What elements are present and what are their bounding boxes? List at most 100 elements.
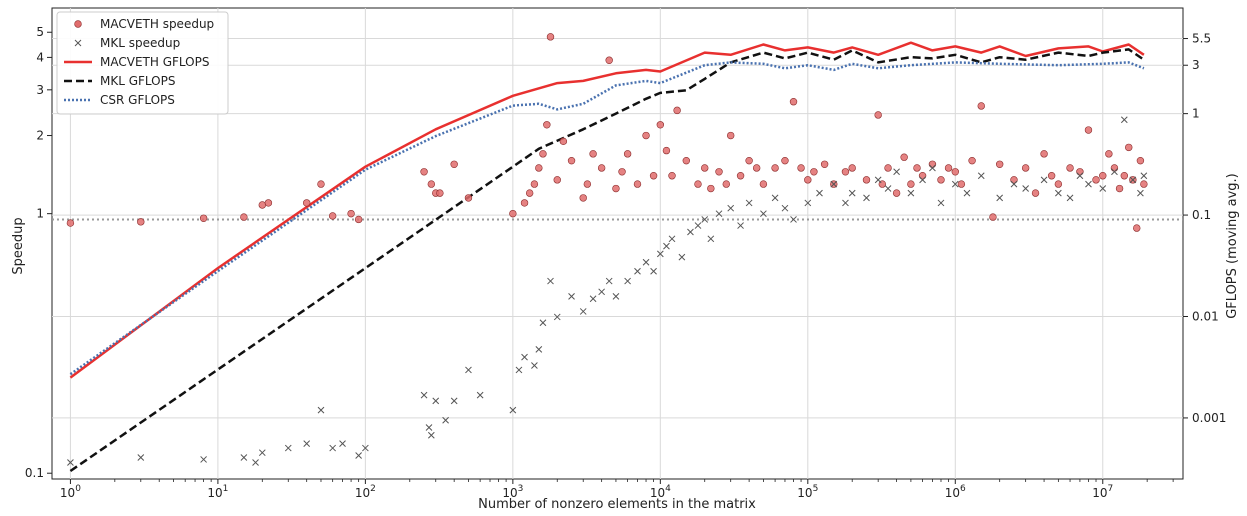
macveth-speedup-point xyxy=(1010,176,1018,184)
mkl-speedup-point xyxy=(701,216,709,223)
mkl-speedup-point-stroke xyxy=(425,424,433,431)
mkl-speedup-point-stroke xyxy=(427,431,435,439)
macveth-speedup-point xyxy=(707,184,715,193)
macveth-speedup-point xyxy=(789,98,798,106)
mkl-speedup-point-stroke xyxy=(745,199,753,207)
mkl-speedup-point xyxy=(951,180,959,188)
macveth-speedup-point xyxy=(662,146,671,155)
mkl-speedup-point-stroke xyxy=(67,459,74,466)
mkl-speedup-point xyxy=(863,194,870,202)
mkl-speedup-point xyxy=(1099,185,1107,192)
macveth-speedup-point xyxy=(715,168,723,176)
macveth-speedup-point xyxy=(995,160,1004,168)
mkl-speedup-point-stroke xyxy=(535,346,543,353)
mkl-speedup-point xyxy=(535,346,543,353)
mkl-speedup-point xyxy=(258,449,266,457)
macveth-speedup-point xyxy=(797,164,805,172)
macveth-speedup-point xyxy=(543,121,551,129)
mkl-speedup-point-stroke xyxy=(317,406,325,414)
mkl-speedup-point xyxy=(521,353,528,361)
mkl-speedup-point xyxy=(1066,194,1074,202)
macveth-speedup-point xyxy=(642,131,650,140)
mkl-speedup-point-stroke xyxy=(362,444,369,452)
macveth-speedup-point xyxy=(520,199,529,207)
mkl-speedup-point xyxy=(612,293,620,300)
mkl-speedup-point-stroke xyxy=(521,353,528,361)
mkl-speedup-point xyxy=(650,267,657,275)
macveth-speedup-point xyxy=(559,137,568,146)
mkl-speedup-point xyxy=(1010,180,1018,188)
mkl-speedup-point xyxy=(687,228,694,236)
y2-tick-label: 5.5 xyxy=(1192,32,1211,46)
macveth-speedup-point xyxy=(968,156,976,165)
y-tick-label: 0.1 xyxy=(25,466,44,480)
mkl-speedup-point xyxy=(663,242,670,250)
mkl-speedup-point-stroke xyxy=(329,444,337,452)
mkl-speedup-point-stroke xyxy=(715,210,723,218)
mkl-speedup-point xyxy=(317,406,325,414)
mkl-speedup-point xyxy=(771,194,779,202)
mkl-speedup-point-stroke xyxy=(634,267,641,275)
mkl-speedup-point-stroke xyxy=(1085,180,1092,188)
macveth-speedup-point xyxy=(1110,164,1119,172)
legend-label: MKL GFLOPS xyxy=(100,74,175,88)
mkl-speedup-point xyxy=(884,185,892,192)
mkl-speedup-point xyxy=(598,288,605,296)
legend-box xyxy=(56,11,229,115)
mkl-speedup-point xyxy=(842,199,849,207)
macveth-speedup-point xyxy=(1136,156,1145,165)
macveth-speedup-point xyxy=(701,164,709,172)
mkl-speedup-point-stroke xyxy=(1137,189,1144,197)
macveth-speedup-point xyxy=(771,164,779,172)
macveth-speedup-point xyxy=(1076,168,1084,176)
mkl-speedup-point-stroke xyxy=(1055,189,1062,197)
x-tick-label: 100 xyxy=(60,484,81,500)
mkl-speedup-point xyxy=(67,459,74,466)
macveth-speedup-point xyxy=(597,164,606,172)
mkl-speedup-point-stroke xyxy=(1140,172,1148,180)
macveth-speedup-point xyxy=(553,176,561,184)
series-line xyxy=(69,48,1145,473)
mkl-speedup-point xyxy=(929,164,936,172)
macveth-speedup-point xyxy=(913,164,921,172)
mkl-speedup-point xyxy=(1055,189,1062,197)
mkl-speedup-point-stroke xyxy=(642,258,650,266)
y2-tick-label: 1 xyxy=(1192,107,1200,121)
mkl-speedup-point xyxy=(240,454,248,461)
mkl-speedup-point-stroke xyxy=(240,454,248,461)
mkl-speedup-point-stroke xyxy=(804,199,812,207)
y2-tick-label: 0.01 xyxy=(1192,309,1219,323)
mkl-speedup-point xyxy=(589,295,597,303)
mkl-speedup-point xyxy=(284,444,292,452)
mkl-speedup-point xyxy=(303,440,311,447)
macveth-speedup-point xyxy=(240,213,248,221)
mkl-speedup-point xyxy=(1137,189,1144,197)
mkl-speedup-point xyxy=(579,308,587,315)
mkl-speedup-point-stroke xyxy=(977,172,985,180)
mkl-speedup-point xyxy=(830,180,838,188)
macveth-speedup-point xyxy=(977,102,985,110)
legend-marker-mkl-speedup xyxy=(74,39,82,47)
mkl-speedup-point-stroke xyxy=(1022,185,1030,192)
mkl-speedup-point xyxy=(907,189,915,197)
mkl-speedup-point xyxy=(781,204,789,212)
mkl-speedup-point xyxy=(745,199,753,207)
grid xyxy=(52,8,1183,479)
macveth-speedup-point xyxy=(1031,189,1040,197)
macveth-speedup-point xyxy=(862,176,871,184)
mkl-speedup-point-stroke xyxy=(650,267,657,275)
macveth-speedup-point xyxy=(673,106,681,115)
macveth-speedup-point xyxy=(884,164,892,172)
macveth-speedup-point xyxy=(264,199,273,207)
mkl-speedup-point xyxy=(963,189,971,197)
macveth-speedup-point xyxy=(944,164,953,172)
mkl-speedup-point-stroke xyxy=(509,406,517,414)
mkl-speedup-point-stroke xyxy=(1111,168,1118,176)
mkl-speedup-point-stroke xyxy=(848,189,856,197)
mkl-speedup-point xyxy=(656,250,664,258)
mkl-speedup-point-stroke xyxy=(465,366,472,374)
mkl-speedup-point xyxy=(1022,185,1030,192)
macveth-speedup-point xyxy=(1105,150,1113,158)
macveth-speedup-point xyxy=(804,176,812,184)
mkl-speedup-point-stroke xyxy=(284,444,292,452)
